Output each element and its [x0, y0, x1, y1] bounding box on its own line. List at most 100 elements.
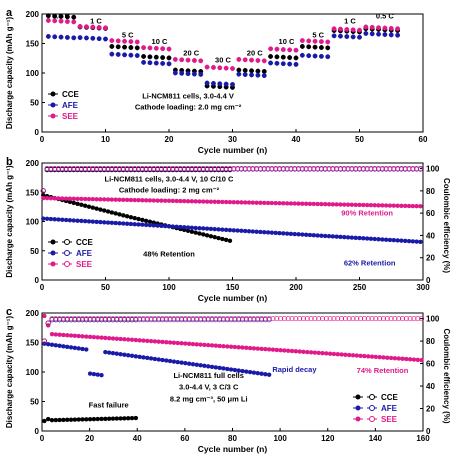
data-point-see-ce [40, 188, 46, 194]
data-point-afe [338, 234, 343, 240]
data-point-see [212, 199, 217, 204]
data-point-afe [387, 237, 393, 243]
data-point-see [249, 57, 255, 63]
data-point-see-ce [227, 166, 233, 172]
legend-label: SEE [76, 260, 93, 269]
x-tick-label: 40 [292, 135, 301, 144]
data-point-afe [160, 357, 165, 363]
data-point-see-ce [170, 166, 176, 172]
data-point-see-ce [151, 166, 157, 172]
data-point-cce [126, 416, 131, 421]
x-tick-label: 10 [101, 135, 110, 144]
data-point-afe [60, 217, 65, 222]
data-point-see [350, 27, 356, 33]
data-point-see-ce [242, 166, 248, 172]
data-point-cce [325, 45, 331, 51]
data-point-cce [133, 415, 139, 421]
data-point-see [258, 200, 263, 205]
data-point-afe [204, 226, 210, 231]
data-point-see [117, 197, 122, 202]
y-tick-label: 0 [35, 276, 40, 285]
rate-label: 5 C [312, 31, 324, 40]
data-point-see [387, 203, 393, 208]
x-tick-label: 0 [40, 135, 45, 144]
y2-tick-label: 60 [426, 360, 435, 369]
data-point-cce [65, 417, 70, 422]
data-point-see [392, 356, 398, 361]
data-point-afe [121, 221, 126, 226]
data-point-see [63, 196, 69, 201]
data-point-see [114, 336, 119, 341]
data-point-see-ce [379, 166, 385, 172]
data-point-see [110, 336, 116, 341]
data-point-cce [212, 234, 217, 240]
data-point-afe [254, 229, 259, 234]
data-point-cce [79, 202, 84, 207]
data-point-see-ce [387, 166, 393, 172]
data-point-see-ce [419, 316, 425, 322]
data-point-cce [118, 416, 123, 421]
data-point-see [247, 345, 253, 351]
data-point-see [346, 352, 352, 358]
data-point-see [353, 202, 358, 208]
data-point-see [129, 337, 135, 342]
data-point-cce [45, 416, 51, 422]
data-point-cce [109, 44, 115, 49]
data-point-afe [68, 345, 74, 350]
data-point-see-ce [289, 316, 295, 322]
data-point-see-ce [243, 316, 249, 322]
data-point-afe [94, 219, 99, 225]
data-point-see [293, 349, 299, 354]
y-axis-label: Discharge capacity (mAh g⁻¹) [5, 17, 14, 130]
data-point-see-ce [364, 166, 370, 172]
data-point-afe [244, 369, 249, 374]
legend-label: CCE [381, 393, 399, 402]
annotation: 48% Retention [143, 250, 195, 259]
data-point-see [254, 200, 259, 205]
data-point-see-ce [143, 166, 149, 172]
data-point-afe [323, 233, 328, 239]
data-point-see-ce [94, 166, 100, 172]
data-point-see [345, 202, 351, 207]
data-point-see-ce [135, 166, 142, 172]
data-point-afe [326, 233, 332, 239]
data-point-see [255, 346, 260, 351]
data-point-see-ce [55, 166, 62, 172]
data-point-cce [140, 217, 145, 223]
data-point-see [170, 198, 176, 204]
data-point-see [167, 340, 173, 345]
data-point-see-ce [316, 316, 322, 322]
data-point-afe [372, 236, 377, 242]
data-point-see [280, 47, 286, 52]
data-point-see [171, 340, 177, 345]
data-point-see-ce [257, 166, 263, 172]
data-point-see [372, 203, 377, 208]
data-point-see [133, 337, 139, 343]
data-point-see [301, 349, 306, 355]
y2-axis-label: Coulombic efficiency (%) [442, 178, 451, 273]
data-point-cce [91, 416, 97, 422]
data-point-see [312, 350, 318, 355]
data-point-see-ce [368, 166, 374, 172]
data-point-see-ce [335, 316, 341, 322]
data-point-see [194, 342, 199, 347]
data-point-see-ce [220, 316, 227, 322]
data-point-see-ce [278, 316, 284, 322]
data-point-afe [147, 60, 153, 66]
data-point-see [42, 313, 47, 319]
data-point-see-ce [198, 316, 204, 322]
data-point-see [185, 199, 191, 204]
data-point-see [331, 26, 337, 32]
data-point-afe [363, 31, 369, 36]
panel-label: b [6, 156, 13, 168]
data-point-afe [197, 226, 202, 231]
data-point-see-ce [83, 316, 89, 322]
data-point-see [368, 202, 374, 208]
data-point-see-ce [396, 316, 402, 322]
data-point-see-ce [155, 166, 161, 172]
data-point-see-ce [284, 166, 290, 172]
data-point-see-ce [407, 316, 413, 322]
x-tick-label: 60 [180, 434, 189, 443]
legend-marker [50, 91, 56, 97]
data-point-see [373, 354, 379, 360]
